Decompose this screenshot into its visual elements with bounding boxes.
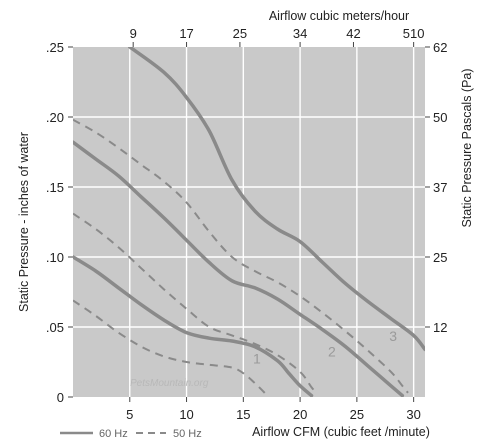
- legend-label-60hz: 60 Hz: [99, 428, 128, 440]
- curve-3-60hz-line: [128, 47, 425, 352]
- curve-label-1: 1: [253, 350, 261, 366]
- x-tick-label: 5: [126, 407, 133, 422]
- right-tick-label: 12: [433, 320, 447, 335]
- x-tick-label: 10: [179, 407, 193, 422]
- y-tick-label: .20: [46, 110, 64, 125]
- curves: [73, 47, 425, 397]
- watermark: PetsMountain.org: [130, 378, 209, 389]
- y-tick-label: 0: [57, 390, 64, 405]
- curve-labels: 1 2 3: [253, 328, 397, 366]
- curve-label-2: 2: [328, 343, 336, 359]
- y-tick-label: .15: [46, 180, 64, 195]
- right-tick-label: 62: [433, 40, 447, 55]
- right-tick-label: 50: [433, 110, 447, 125]
- top-tick-label: 510: [403, 26, 425, 41]
- curve-label-3: 3: [389, 328, 397, 344]
- y-tick-label: .05: [46, 320, 64, 335]
- x-axis-title: Airflow CFM (cubic feet /minute): [252, 425, 430, 439]
- legend: 60 Hz 50 Hz: [60, 428, 202, 440]
- right-axis-title: Static Pressure Pascals (Pa): [460, 68, 474, 227]
- y-ticks: 0 .05 .10 .15 .20 .25: [46, 40, 73, 405]
- top-tick-label: 34: [293, 26, 307, 41]
- x-ticks: 5 10 15 20 25 30: [126, 397, 421, 422]
- curve-3-50hz-line: [73, 118, 409, 394]
- right-tick-label: 25: [433, 250, 447, 265]
- y-axis-title: Static Pressure - inches of water: [17, 132, 31, 312]
- top-tick-label: 17: [179, 26, 193, 41]
- curve-1-60hz-line: [73, 255, 314, 397]
- right-ticks: 62 50 37 25 12: [425, 40, 447, 335]
- top-tick-label: 42: [346, 26, 360, 41]
- legend-label-50hz: 50 Hz: [173, 428, 202, 440]
- x-tick-label: 30: [406, 407, 420, 422]
- x-tick-label: 15: [236, 407, 250, 422]
- curve-1-50hz-line: [73, 299, 267, 395]
- top-axis-title: Airflow cubic meters/hour: [269, 9, 409, 23]
- top-ticks: 9 17 25 34 42 510: [130, 26, 425, 47]
- x-tick-label: 25: [350, 407, 364, 422]
- curve-2-50hz-line: [73, 212, 318, 395]
- curve-2-60hz-line: [73, 140, 405, 397]
- top-tick-label: 25: [233, 26, 247, 41]
- y-tick-label: .10: [46, 250, 64, 265]
- right-tick-label: 37: [433, 180, 447, 195]
- plot-background: [73, 47, 425, 397]
- x-tick-label: 20: [293, 407, 307, 422]
- top-tick-label: 9: [130, 26, 137, 41]
- y-tick-label: .25: [46, 40, 64, 55]
